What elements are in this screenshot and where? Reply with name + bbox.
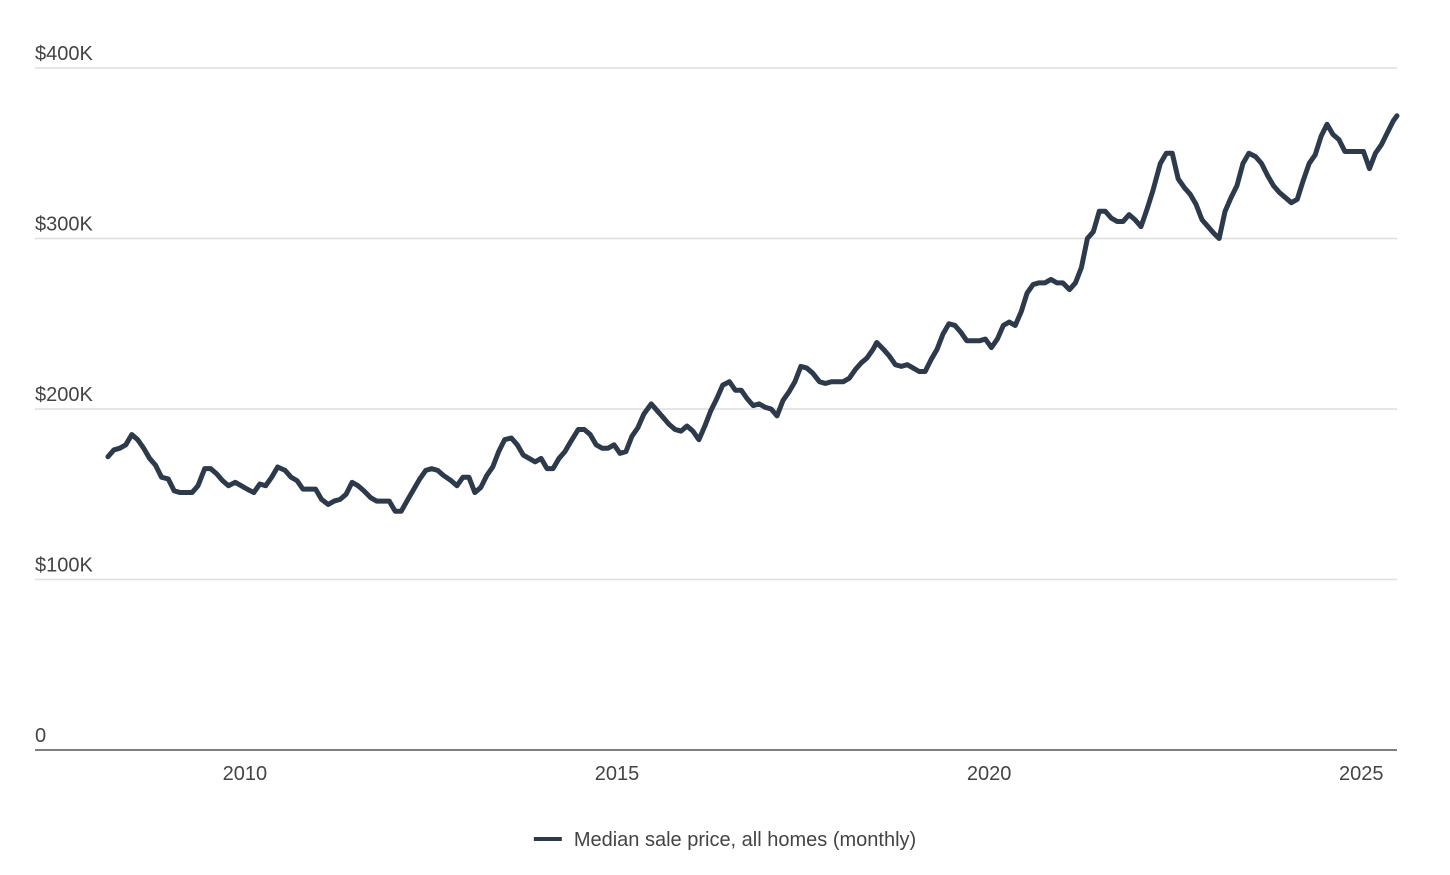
y-tick-label: $100K	[35, 555, 93, 577]
legend: Median sale price, all homes (monthly)	[533, 829, 916, 851]
y-tick-label: $300K	[35, 214, 93, 236]
x-tick-label: 2025	[1339, 763, 1384, 785]
x-tick-label: 2010	[223, 763, 268, 785]
y-tick-label: $400K	[35, 43, 93, 65]
legend-label: Median sale price, all homes (monthly)	[574, 829, 916, 851]
x-tick-label: 2020	[967, 763, 1012, 785]
y-tick-label: $200K	[35, 384, 93, 406]
series-line	[105, 113, 1400, 514]
y-tick-label: 0	[35, 725, 46, 747]
x-tick-label: 2015	[595, 763, 640, 785]
